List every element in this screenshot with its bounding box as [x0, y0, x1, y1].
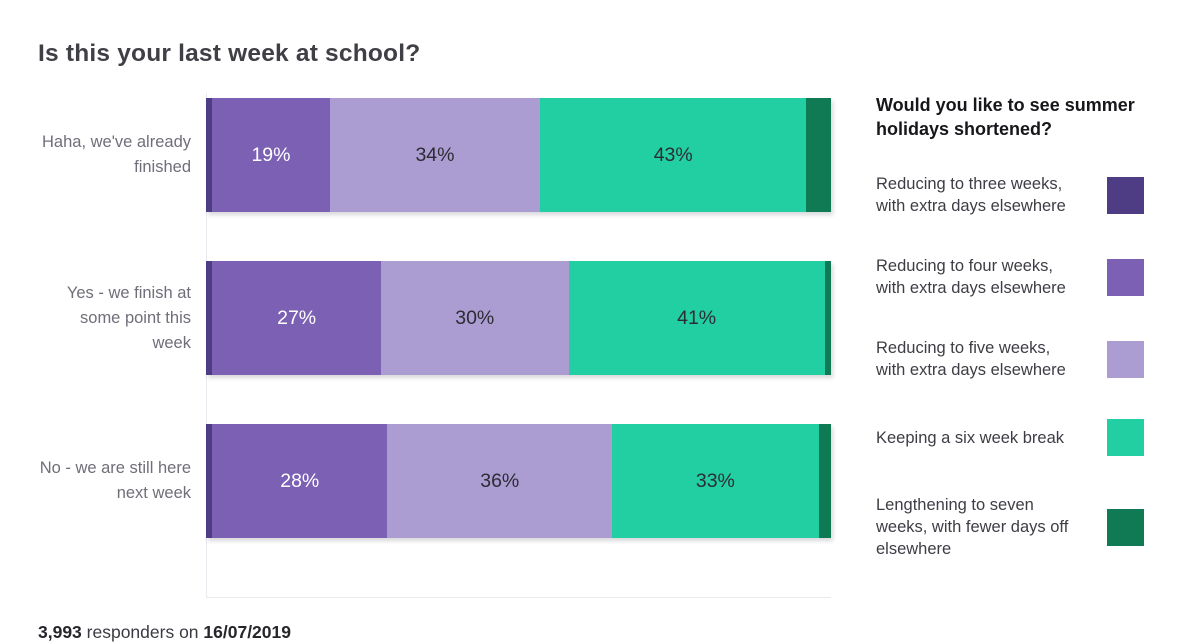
legend-item: Lengthening to seven weeks, with fewer d… — [876, 494, 1144, 560]
legend-swatch — [1107, 176, 1144, 214]
category-label: Haha, we've already finished — [42, 133, 191, 176]
footer-connector-text: responders on — [81, 622, 204, 642]
bar-segment — [206, 424, 213, 538]
bar-segment — [206, 98, 213, 212]
category-label: Yes - we finish at some point this week — [66, 283, 191, 352]
segment-value-label: 27% — [277, 306, 317, 329]
segment-value-label: 33% — [695, 469, 735, 492]
chart-rows: Haha, we've already finished 19% 34% 43% Yes… — [38, 98, 831, 538]
bar-segment — [206, 261, 213, 375]
bar-segment: 34% — [329, 98, 541, 212]
legend-item: Keeping a six week break — [876, 419, 1144, 456]
legend-swatch — [1107, 508, 1144, 546]
segment-value-label: 41% — [677, 306, 717, 329]
chart-title: Is this your last week at school? — [38, 40, 421, 67]
segment-value-label: 43% — [653, 143, 693, 166]
legend-item: Reducing to five weeks, with extra days … — [876, 337, 1144, 381]
x-axis-line — [206, 597, 831, 598]
stacked-bar: 28% 36% 33% — [206, 424, 831, 538]
stacked-bar: 19% 34% 43% — [206, 98, 831, 212]
legend-item-label: Reducing to four weeks, with extra days … — [876, 257, 1066, 297]
legend-swatch — [1107, 258, 1144, 296]
responder-count: 3,993 — [38, 622, 82, 642]
stacked-bar: 27% 30% 41% — [206, 261, 831, 375]
bar-segment: 19% — [212, 98, 330, 212]
legend: Would you like to see summer holidays sh… — [876, 93, 1144, 598]
segment-value-label: 19% — [251, 143, 291, 166]
footer-note: 3,993 responders on 16/07/2019 — [38, 622, 1184, 643]
segment-value-label: 34% — [415, 143, 455, 166]
segment-value-label: 30% — [455, 306, 495, 329]
legend-item-label: Reducing to five weeks, with extra days … — [876, 339, 1066, 379]
chart-row: No - we are still here next week 28% 36% 33… — [38, 424, 831, 538]
bar-segment: 43% — [540, 98, 807, 212]
bar-segment — [806, 98, 831, 212]
bar-segment: 30% — [381, 261, 569, 375]
bar-segment: 27% — [212, 261, 381, 375]
segment-value-label: 28% — [280, 469, 320, 492]
bar-segment — [824, 261, 831, 375]
footer-date: 16/07/2019 — [203, 622, 291, 642]
chart-row: Haha, we've already finished 19% 34% 43% — [38, 98, 831, 212]
legend-swatch — [1107, 340, 1144, 378]
legend-items: Reducing to three weeks, with extra days… — [876, 173, 1144, 560]
category-label: No - we are still here next week — [39, 459, 191, 502]
legend-item: Reducing to four weeks, with extra days … — [876, 255, 1144, 299]
legend-title: Would you like to see summer holidays sh… — [876, 95, 1135, 139]
legend-swatch — [1107, 419, 1144, 456]
segment-value-label: 36% — [480, 469, 520, 492]
bar-segment: 41% — [568, 261, 825, 375]
legend-item: Reducing to three weeks, with extra days… — [876, 173, 1144, 217]
chart-row: Yes - we finish at some point this week 2… — [38, 261, 831, 375]
bar-segment: 28% — [212, 424, 388, 538]
bar-segment: 33% — [612, 424, 819, 538]
bar-segment: 36% — [387, 424, 613, 538]
legend-item-label: Keeping a six week break — [876, 428, 1065, 447]
legend-item-label: Lengthening to seven weeks, with fewer d… — [876, 496, 1069, 558]
chart-content: Haha, we've already finished 19% 34% 43% Yes… — [38, 93, 1184, 598]
bar-segment — [818, 424, 831, 538]
stacked-bar-chart: Haha, we've already finished 19% 34% 43% Yes… — [38, 93, 831, 598]
legend-item-label: Reducing to three weeks, with extra days… — [876, 175, 1066, 215]
